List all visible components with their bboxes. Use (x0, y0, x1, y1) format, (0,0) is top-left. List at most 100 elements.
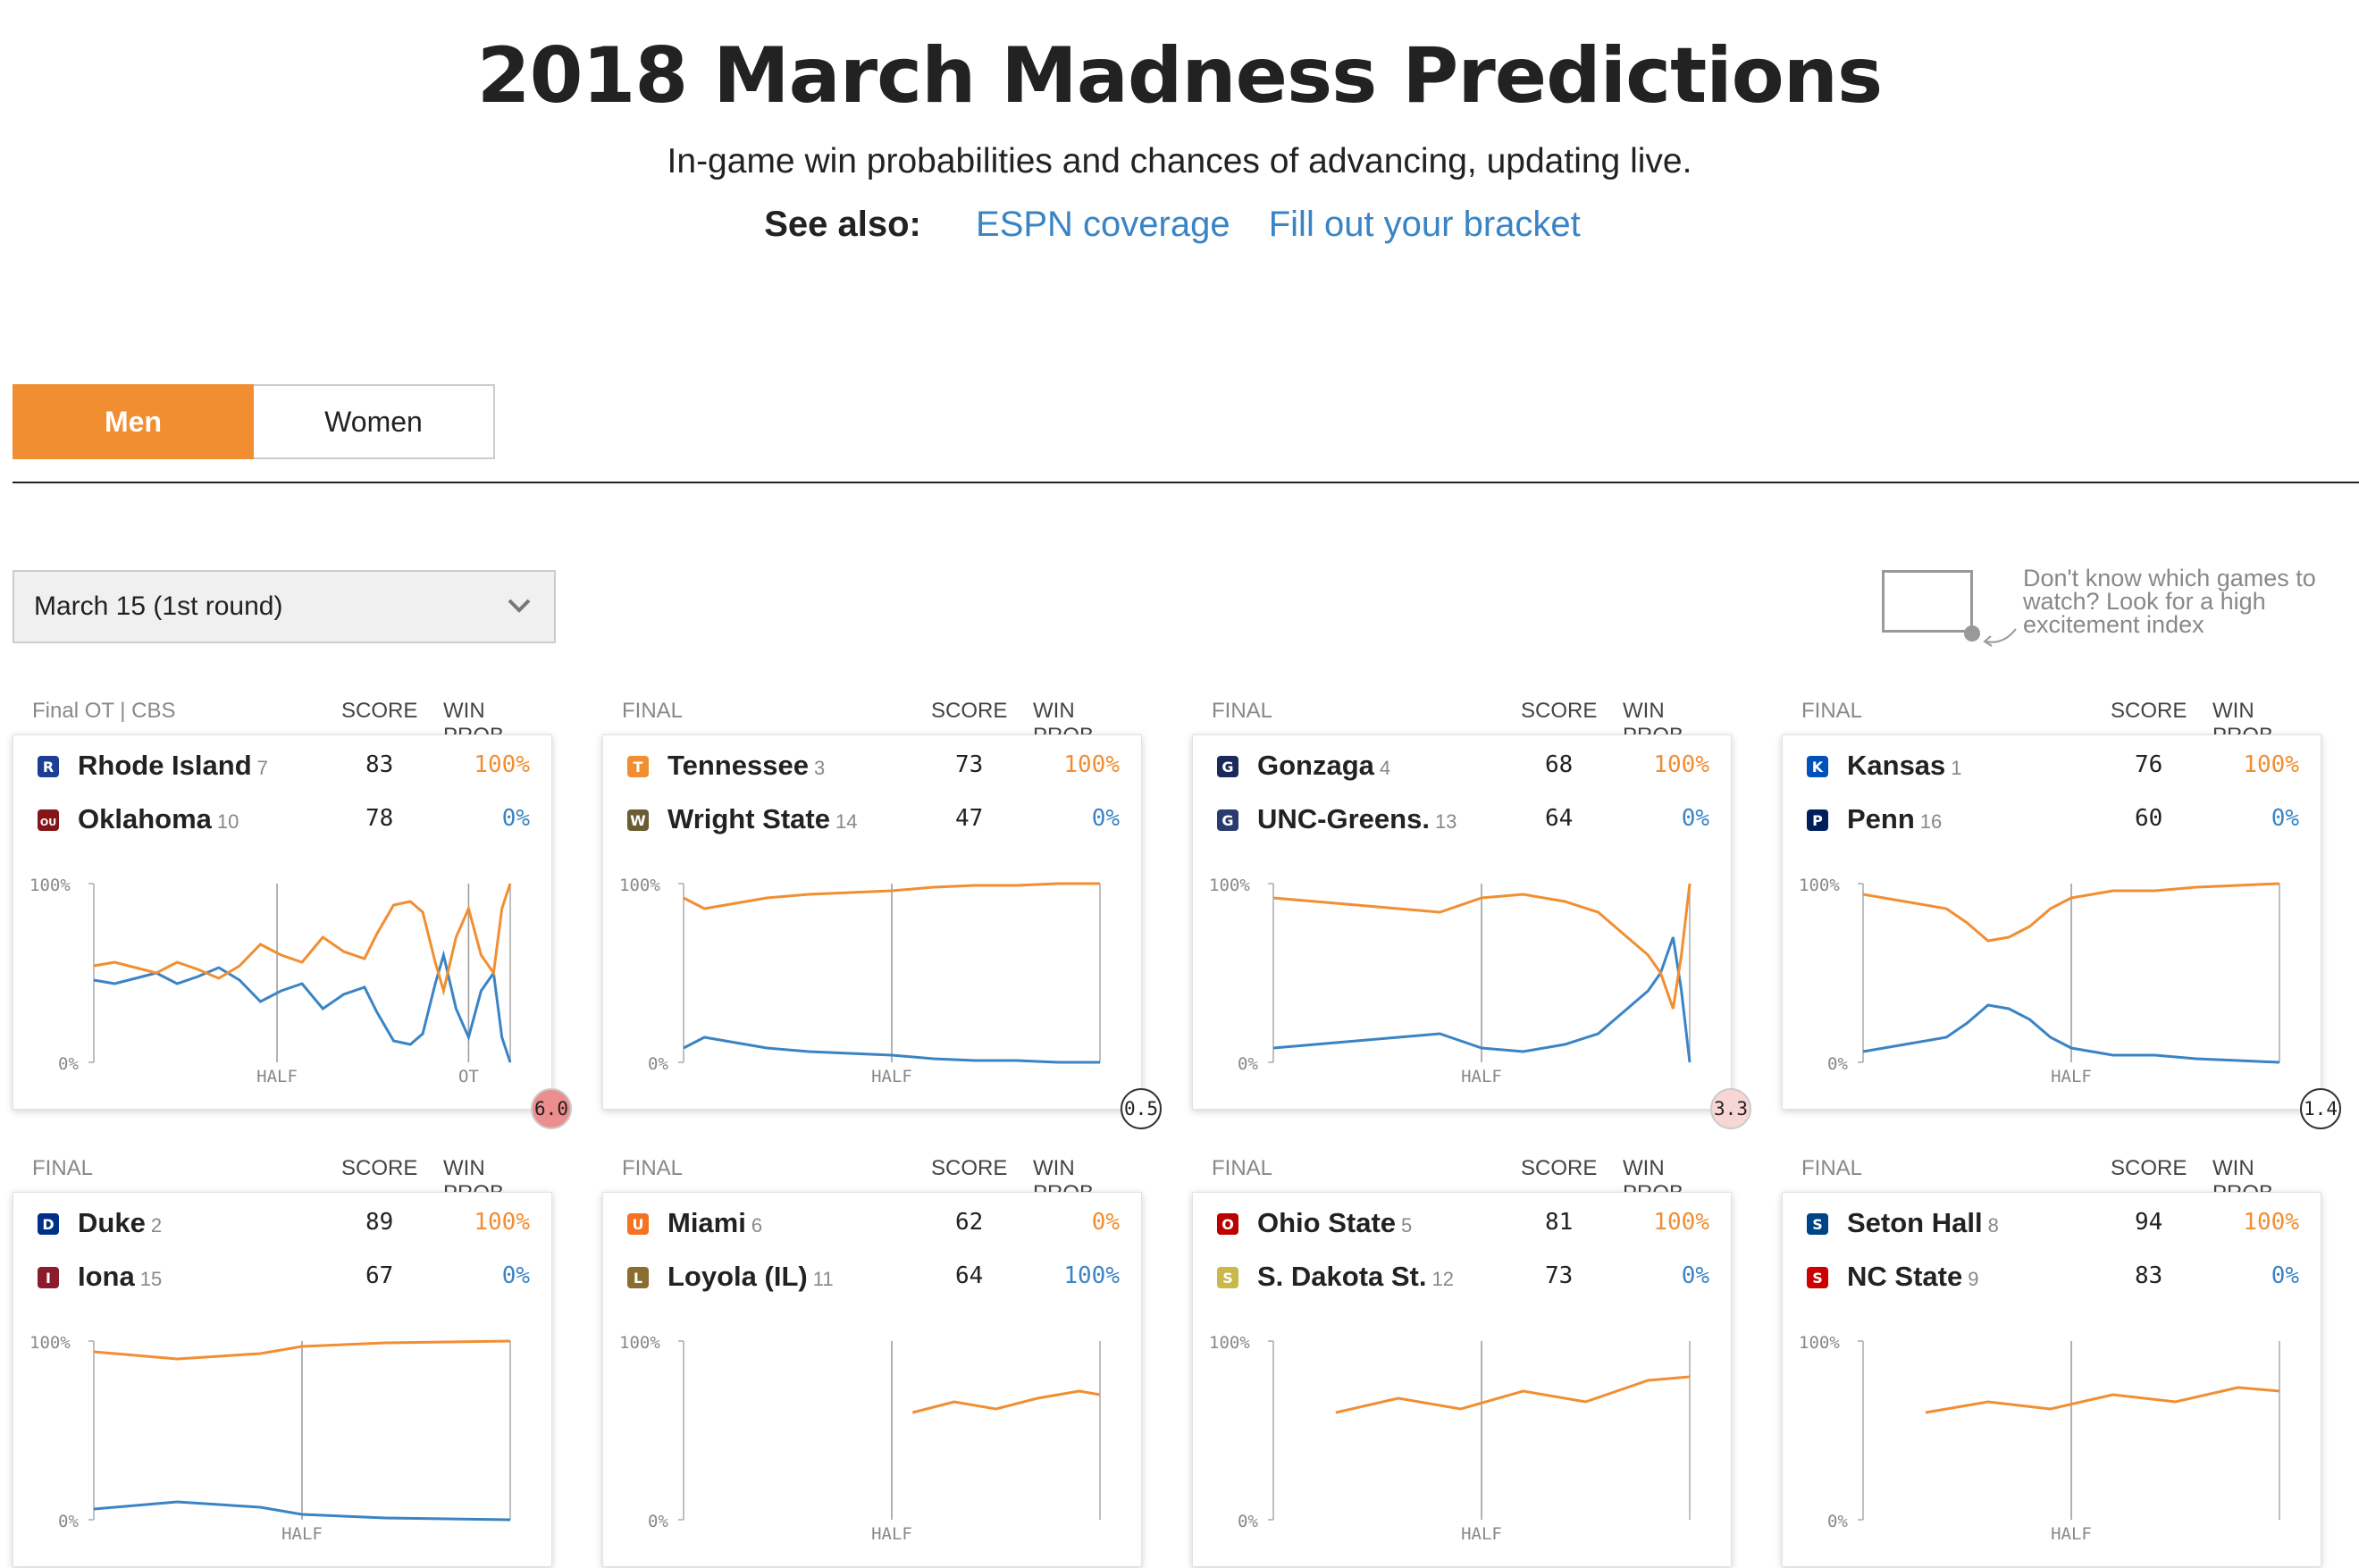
gender-tabs: Men Women (13, 384, 495, 459)
y-axis-top-label: 100% (29, 1333, 71, 1353)
team-name: Tennessee 3 (667, 750, 825, 782)
team-row: R Rhode Island 7 83 100% (35, 748, 535, 787)
card-body: O Ohio State 5 81 100% S S. Dakota St. 12 … (1192, 1192, 1732, 1567)
score-header: SCORE (1521, 1156, 1598, 1180)
team-score: 64 (955, 1262, 984, 1289)
team-row: G Gonzaga 4 68 100% (1214, 748, 1715, 787)
win-probability-chart: 100% 0% HALF (619, 876, 1101, 1086)
team-score: 67 (365, 1262, 394, 1289)
page-title: 2018 March Madness Predictions (476, 31, 1883, 121)
team-name: Kansas 1 (1847, 750, 1962, 782)
y-axis-top-label: 100% (1209, 1333, 1250, 1353)
team-name: UNC-Greens. 13 (1257, 803, 1457, 835)
team-name-text: Ohio State (1257, 1207, 1397, 1238)
win-probability: 100% (2243, 1209, 2299, 1236)
svg-text:P: P (1812, 812, 1823, 829)
tab-men[interactable]: Men (13, 384, 254, 459)
team1-win-prob-line (1925, 1386, 2280, 1414)
win-probability: 0% (1681, 805, 1709, 832)
see-also-label: See also: (764, 205, 921, 244)
team-name-text: UNC-Greens. (1257, 803, 1430, 834)
team-score: 62 (955, 1209, 984, 1236)
team-name-text: Gonzaga (1257, 750, 1374, 781)
team-row: OU Oklahoma 10 78 0% (35, 801, 535, 841)
team-seed: 8 (1987, 1214, 1999, 1237)
svg-text:D: D (42, 1216, 54, 1233)
y-axis-top-label: 100% (1799, 1333, 1840, 1353)
espn-coverage-link[interactable]: ESPN coverage (976, 205, 1230, 244)
team-name: NC State 9 (1847, 1261, 1978, 1293)
team1-win-prob-line (911, 1389, 1101, 1414)
fill-bracket-link[interactable]: Fill out your bracket (1268, 205, 1581, 244)
y-axis-bottom-label: 0% (1238, 1512, 1258, 1531)
card-header: FINAL SCORE WIN PROB. (1801, 699, 2321, 748)
svg-text:G: G (1221, 759, 1233, 776)
score-header: SCORE (2111, 699, 2187, 723)
halftime-label: HALF (256, 1067, 298, 1086)
win-probability: 100% (1063, 1262, 1120, 1289)
team-seed: 5 (1401, 1214, 1413, 1237)
team-name-text: Wright State (667, 803, 830, 834)
game-status: FINAL (622, 1156, 684, 1180)
overtime-label: OT (458, 1067, 479, 1086)
game-status: FINAL (1801, 1156, 1863, 1180)
team-seed: 6 (751, 1214, 763, 1237)
team-name: Loyola (IL) 11 (667, 1261, 834, 1293)
excitement-badge: 1.4 (2300, 1088, 2341, 1129)
team-score: 64 (1545, 805, 1574, 832)
team-name: Wright State 14 (667, 803, 857, 835)
svg-text:W: W (630, 812, 646, 829)
win-probability-chart: 100% 0% HALF (1209, 1333, 1691, 1544)
team-row: I Iona 15 67 0% (35, 1259, 535, 1298)
team-name-text: Oklahoma (78, 803, 212, 834)
y-axis-bottom-label: 0% (648, 1512, 668, 1531)
team-seed: 16 (1919, 810, 1943, 833)
y-axis-bottom-label: 0% (1827, 1512, 1848, 1531)
team-name-text: S. Dakota St. (1257, 1261, 1427, 1292)
team-seed: 2 (150, 1214, 163, 1237)
svg-text:O: O (1221, 1216, 1234, 1233)
y-axis-bottom-label: 0% (1238, 1054, 1258, 1074)
card-body: S Seton Hall 8 94 100% S NC State 9 83 0% 1… (1782, 1192, 2321, 1567)
y-axis-bottom-label: 0% (58, 1512, 79, 1531)
team-row: S NC State 9 83 0% (1804, 1259, 2304, 1298)
svg-text:T: T (634, 759, 643, 776)
date-select[interactable]: March 15 (1st round) (13, 570, 556, 643)
page-subtitle: In-game win probabilities and chances of… (667, 142, 1692, 180)
svg-text:K: K (1812, 759, 1824, 776)
team-name: Penn 16 (1847, 803, 1942, 835)
ohio-state-logo: O (1217, 1213, 1238, 1235)
team-name-text: Seton Hall (1847, 1207, 1983, 1238)
tab-women[interactable]: Women (254, 384, 495, 459)
y-axis-top-label: 100% (619, 876, 660, 895)
svg-text:L: L (634, 1270, 642, 1287)
win-probability: 0% (501, 1262, 530, 1289)
team-name: Oklahoma 10 (78, 803, 239, 835)
win-probability-chart: 100% 0% HALF (1799, 876, 2280, 1086)
score-header: SCORE (931, 1156, 1008, 1180)
y-axis-top-label: 100% (29, 876, 71, 895)
excitement-legend-text: Don't know which games to watch? Look fo… (2023, 565, 2316, 638)
team-seed: 14 (835, 810, 858, 833)
team-name: Ohio State 5 (1257, 1207, 1412, 1239)
team-name: Miami 6 (667, 1207, 762, 1239)
card-header: FINAL SCORE WIN PROB. (32, 1156, 552, 1205)
team-row: K Kansas 1 76 100% (1804, 748, 2304, 787)
svg-text:U: U (633, 1216, 644, 1233)
team1-win-prob-line (1272, 883, 1692, 1010)
score-header: SCORE (2111, 1156, 2187, 1180)
team-row: S Seton Hall 8 94 100% (1804, 1205, 2304, 1245)
score-header: SCORE (341, 1156, 418, 1180)
win-probability-chart: 100% 0% HALF (29, 1333, 511, 1544)
halftime-label: HALF (871, 1524, 912, 1544)
nc-state-logo: S (1807, 1267, 1828, 1288)
team-row: L Loyola (IL) 11 64 100% (625, 1259, 1125, 1298)
tennessee-logo: T (627, 756, 649, 777)
win-probability: 100% (1063, 751, 1120, 778)
team-seed: 15 (139, 1268, 163, 1290)
team-row: T Tennessee 3 73 100% (625, 748, 1125, 787)
halftime-label: HALF (2051, 1067, 2092, 1086)
win-probability: 100% (1653, 751, 1709, 778)
team-name: Rhode Island 7 (78, 750, 268, 782)
team-score: 47 (955, 805, 984, 832)
